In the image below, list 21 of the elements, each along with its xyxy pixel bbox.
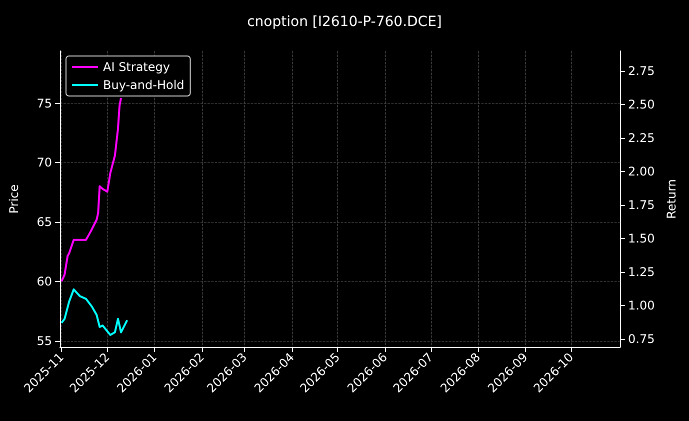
y2-tick-label: 1.75 bbox=[628, 198, 655, 212]
chart-title: cnoption [I2610-P-760.DCE] bbox=[247, 14, 442, 30]
y2-tick-label: 1.00 bbox=[628, 298, 655, 312]
y2-tick-label: 0.75 bbox=[628, 332, 655, 346]
legend-label: AI Strategy bbox=[103, 60, 170, 74]
y-tick-label: 60 bbox=[36, 274, 52, 289]
y2-tick-label: 2.50 bbox=[628, 98, 655, 112]
y-tick-label: 70 bbox=[36, 156, 52, 170]
y2-tick-label: 1.25 bbox=[628, 264, 655, 279]
y-tick-label: 65 bbox=[36, 215, 52, 230]
legend-label: Buy-and-Hold bbox=[103, 78, 184, 92]
y2-tick-label: 2.75 bbox=[628, 64, 655, 78]
y2-tick-label: 2.00 bbox=[628, 164, 655, 179]
y-axis-title: Price bbox=[7, 184, 21, 214]
y-tick-label: 75 bbox=[36, 96, 52, 110]
y-tick-label: 55 bbox=[36, 334, 52, 348]
y2-tick-label: 2.25 bbox=[628, 131, 655, 146]
y2-tick-label: 1.50 bbox=[628, 232, 655, 246]
line-series bbox=[60, 96, 122, 282]
line-series bbox=[60, 288, 128, 336]
y2-axis-title: Return bbox=[664, 179, 679, 219]
